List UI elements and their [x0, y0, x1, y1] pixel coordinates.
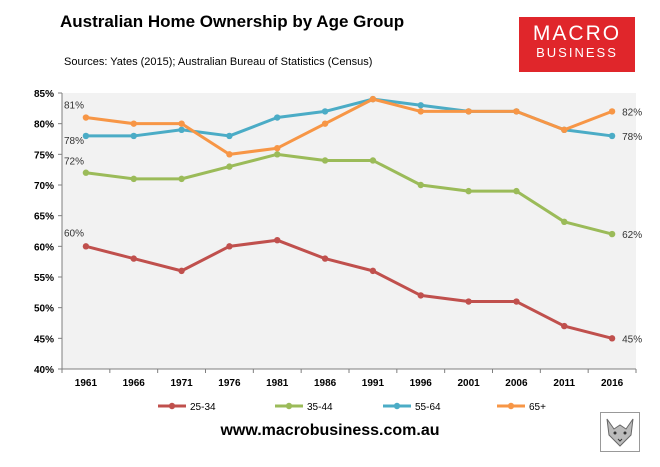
series-line-65+: [85, 97, 613, 156]
y-tick-label: 85%: [34, 89, 54, 100]
data-point-65+: [178, 120, 185, 127]
data-point-65+: [226, 151, 233, 158]
x-tick-label: 1976: [218, 378, 241, 389]
data-point-25-34: [82, 243, 90, 250]
data-point-65+: [369, 95, 377, 103]
data-point-65+: [608, 108, 616, 115]
website-url: www.macrobusiness.com.au: [220, 422, 440, 439]
y-tick-label: 65%: [34, 212, 54, 223]
end-value-label: 82%: [622, 107, 642, 118]
data-point-35-44: [321, 157, 329, 164]
chart-subtitle: Sources: Yates (2015); Australian Bureau…: [64, 56, 373, 68]
x-tick-label: 2011: [553, 378, 575, 389]
x-tick-label: 1996: [410, 378, 433, 389]
y-tick-label: 50%: [34, 304, 54, 315]
data-point-65+: [274, 145, 281, 152]
legend-marker: [168, 402, 176, 410]
data-point-65+: [130, 120, 137, 127]
y-tick-label: 75%: [34, 150, 54, 161]
chart-title: Australian Home Ownership by Age Group: [60, 12, 405, 31]
data-point-35-44: [274, 151, 281, 158]
series-line-25-34: [85, 238, 613, 340]
data-point-35-44: [226, 163, 233, 170]
data-point-25-34: [465, 298, 472, 305]
plot-area: [62, 93, 636, 369]
data-point-55-64: [274, 114, 281, 121]
y-tick-label: 55%: [34, 273, 54, 284]
data-point-55-64: [417, 102, 424, 109]
x-tick-label: 1966: [123, 378, 146, 389]
end-value-label: 62%: [622, 230, 642, 241]
data-point-65+: [561, 126, 568, 133]
data-point-25-34: [321, 255, 329, 262]
data-point-25-34: [274, 237, 281, 244]
x-tick-label: 2006: [505, 378, 528, 389]
data-point-25-34: [561, 322, 568, 330]
x-tick-label: 1971: [170, 378, 193, 389]
y-tick-label: 45%: [34, 334, 54, 345]
y-tick-label: 60%: [34, 242, 54, 253]
start-value-label: 78%: [64, 136, 84, 147]
data-point-55-64: [321, 108, 329, 115]
end-value-label: 78%: [622, 132, 642, 143]
end-value-label: 45%: [622, 334, 642, 345]
legend-label: 65+: [529, 402, 546, 413]
data-point-55-64: [82, 132, 90, 140]
data-point-35-44: [513, 187, 520, 195]
data-point-35-44: [417, 181, 424, 189]
wolf-logo-icon: [600, 412, 640, 452]
data-point-35-44: [561, 218, 568, 225]
y-tick-label: 80%: [34, 120, 54, 131]
data-point-65+: [82, 114, 90, 121]
data-point-25-34: [417, 292, 424, 299]
legend-label: 25-34: [190, 402, 216, 413]
x-tick-label: 1986: [314, 378, 337, 389]
y-tick-label: 40%: [34, 365, 54, 376]
data-point-55-64: [226, 132, 233, 140]
data-point-25-34: [369, 267, 377, 275]
start-value-label: 60%: [64, 228, 84, 239]
data-point-35-44: [130, 175, 137, 183]
start-value-label: 81%: [64, 101, 84, 112]
data-point-55-64: [608, 132, 616, 140]
legend-label: 35-44: [307, 402, 333, 413]
data-point-55-64: [178, 126, 185, 133]
start-value-label: 72%: [64, 157, 84, 168]
data-point-65+: [321, 120, 329, 127]
data-point-35-44: [82, 169, 90, 176]
legend-marker: [507, 402, 515, 410]
data-point-65+: [513, 108, 520, 115]
data-point-65+: [417, 108, 424, 115]
data-point-35-44: [369, 157, 377, 164]
legend-label: 55-64: [415, 402, 441, 413]
x-tick-label: 2001: [457, 378, 480, 389]
macrobusiness-logo: MACRO BUSINESS: [519, 17, 635, 72]
data-point-35-44: [608, 230, 616, 238]
x-tick-label: 1981: [266, 378, 289, 389]
data-point-25-34: [608, 335, 616, 342]
data-point-65+: [465, 108, 472, 115]
logo-line-1: MACRO: [532, 22, 622, 45]
y-tick-label: 70%: [34, 181, 54, 192]
data-point-25-34: [178, 267, 185, 275]
data-point-25-34: [130, 255, 137, 262]
data-point-35-44: [178, 175, 185, 183]
legend-marker: [285, 402, 293, 410]
legend-marker: [393, 402, 401, 410]
logo-line-2: BUSINESS: [536, 45, 618, 60]
x-tick-label: 1961: [75, 378, 98, 389]
data-point-35-44: [465, 187, 472, 195]
series-line-35-44: [85, 152, 613, 236]
data-point-25-34: [513, 298, 520, 305]
data-point-25-34: [226, 243, 233, 250]
x-tick-label: 1991: [362, 378, 385, 389]
data-point-55-64: [130, 132, 137, 140]
x-tick-label: 2016: [601, 378, 624, 389]
